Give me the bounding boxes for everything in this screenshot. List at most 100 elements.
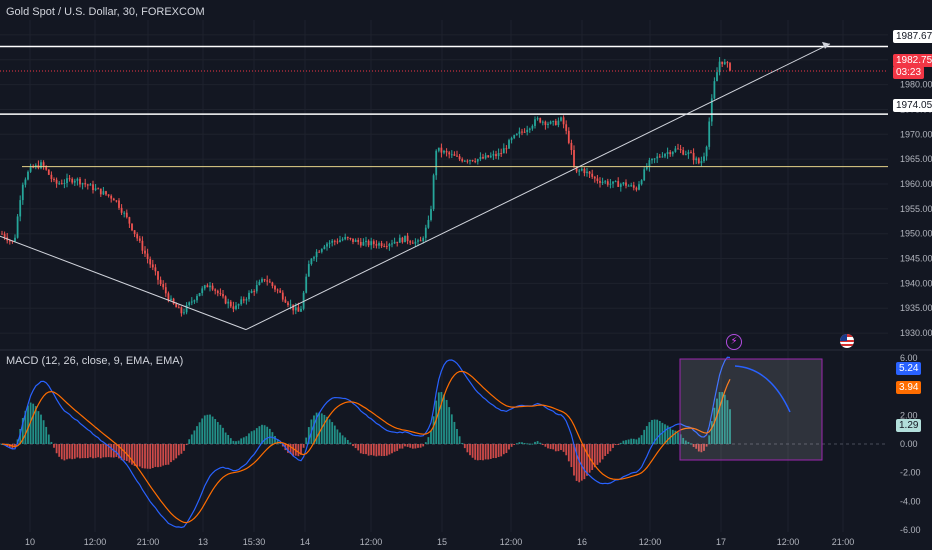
macd-histogram-bar	[34, 406, 37, 444]
macd-histogram-bar	[502, 444, 505, 455]
macd-histogram-bar	[557, 444, 560, 452]
candle-body	[274, 286, 276, 290]
macd-histogram-bar	[508, 444, 510, 450]
macd-histogram-bar	[583, 444, 586, 480]
macd-histogram-bar	[414, 444, 417, 449]
candle-body	[289, 304, 292, 306]
candle-body	[690, 152, 692, 154]
candle-body	[68, 178, 71, 180]
macd-histogram-bar	[154, 444, 157, 467]
price-badge-countdown: 03:23	[893, 66, 925, 79]
candle-body	[378, 243, 380, 246]
candle-body	[53, 179, 55, 181]
candle-body	[326, 243, 328, 247]
macd-histogram-bar	[669, 428, 672, 444]
candle-body	[255, 285, 258, 292]
candle-body	[518, 131, 521, 134]
macd-histogram-bar	[697, 444, 700, 452]
macd-histogram-bar	[346, 439, 349, 444]
candle-body	[606, 181, 609, 185]
macd-histogram-bar	[510, 444, 513, 447]
macd-histogram-bar	[138, 444, 141, 467]
candle-body	[276, 289, 279, 291]
candle-body	[107, 194, 110, 196]
candle-body	[635, 187, 638, 190]
candle-body	[118, 200, 120, 208]
time-tick-label: 10	[25, 537, 35, 547]
macd-histogram-bar	[97, 444, 100, 458]
macd-histogram-bar	[627, 439, 630, 444]
macd-histogram-bar	[66, 444, 68, 460]
macd-histogram-bar	[105, 444, 107, 458]
candle-body	[401, 237, 404, 243]
macd-histogram-bar	[333, 425, 336, 444]
macd-histogram-bar	[573, 444, 575, 476]
macd-histogram-bar	[331, 422, 334, 444]
trendline-arrowhead	[822, 41, 830, 49]
macd-histogram-bar	[196, 426, 198, 444]
candle-body	[661, 156, 664, 158]
candle-body	[599, 180, 601, 183]
candle-body	[123, 212, 126, 214]
trendline-descending	[0, 235, 247, 331]
macd-histogram-bar	[157, 444, 159, 468]
candle-body	[203, 285, 206, 289]
macd-title[interactable]: MACD (12, 26, close, 9, EMA, EMA)	[6, 355, 184, 367]
candle-body	[697, 158, 700, 164]
candle-body	[318, 251, 321, 253]
candle-body	[224, 296, 227, 304]
macd-histogram-bar	[614, 444, 617, 446]
candle-body	[287, 302, 289, 305]
price-tick-label: 1960.00	[900, 179, 932, 189]
candle-body	[393, 241, 396, 244]
signal-line	[1, 370, 731, 524]
price-badge-top: 1987.67	[893, 30, 932, 43]
candle-body	[630, 185, 633, 187]
macd-histogram-bar	[703, 444, 705, 451]
macd-histogram-bar	[679, 434, 682, 444]
trendline-ascending	[245, 43, 831, 331]
macd-histogram-bar	[55, 444, 58, 454]
macd-histogram-bar	[365, 444, 367, 455]
macd-histogram-bar	[302, 444, 305, 448]
macd-histogram-bar	[495, 444, 497, 459]
macd-histogram-bar	[188, 439, 191, 444]
macd-histogram-bar	[175, 444, 178, 459]
macd-histogram-bar	[94, 444, 97, 458]
candle-body	[492, 154, 495, 156]
candle-body	[19, 200, 22, 217]
macd-histogram-bar	[385, 444, 388, 456]
candle-body	[86, 184, 89, 186]
candle-body	[352, 238, 354, 242]
macd-tick-label: -2.00	[900, 468, 921, 478]
macd-histogram-bar	[388, 444, 391, 455]
macd-histogram-bar	[214, 418, 217, 444]
macd-histogram-bar	[300, 444, 302, 455]
candle-body	[596, 178, 599, 181]
candle-body	[588, 171, 591, 174]
macd-histogram-bar	[671, 429, 674, 444]
macd-histogram-bar	[242, 437, 245, 444]
macd-histogram-bar	[45, 426, 48, 444]
symbol-title[interactable]: Gold Spot / U.S. Dollar, 30, FOREXCOM	[6, 6, 205, 18]
candle-body	[448, 152, 451, 155]
candle-body	[235, 305, 237, 310]
candle-body	[466, 160, 469, 162]
lightning-icon[interactable]: ⚡	[726, 334, 742, 350]
candle-body	[703, 156, 705, 162]
macd-histogram-bar	[417, 444, 419, 448]
candle-body	[385, 246, 388, 248]
macd-histogram-bar	[674, 430, 677, 444]
us-flag-icon[interactable]	[840, 334, 854, 348]
candle-body	[500, 153, 503, 155]
candle-body	[536, 118, 539, 120]
candle-body	[297, 307, 300, 312]
macd-histogram-bar	[359, 444, 362, 454]
candle-body	[510, 138, 513, 141]
macd-histogram-bar	[313, 415, 315, 444]
candle-body	[177, 307, 180, 309]
macd-histogram-bar	[344, 437, 347, 444]
macd-histogram-bar	[383, 444, 386, 456]
candle-body	[92, 184, 94, 191]
